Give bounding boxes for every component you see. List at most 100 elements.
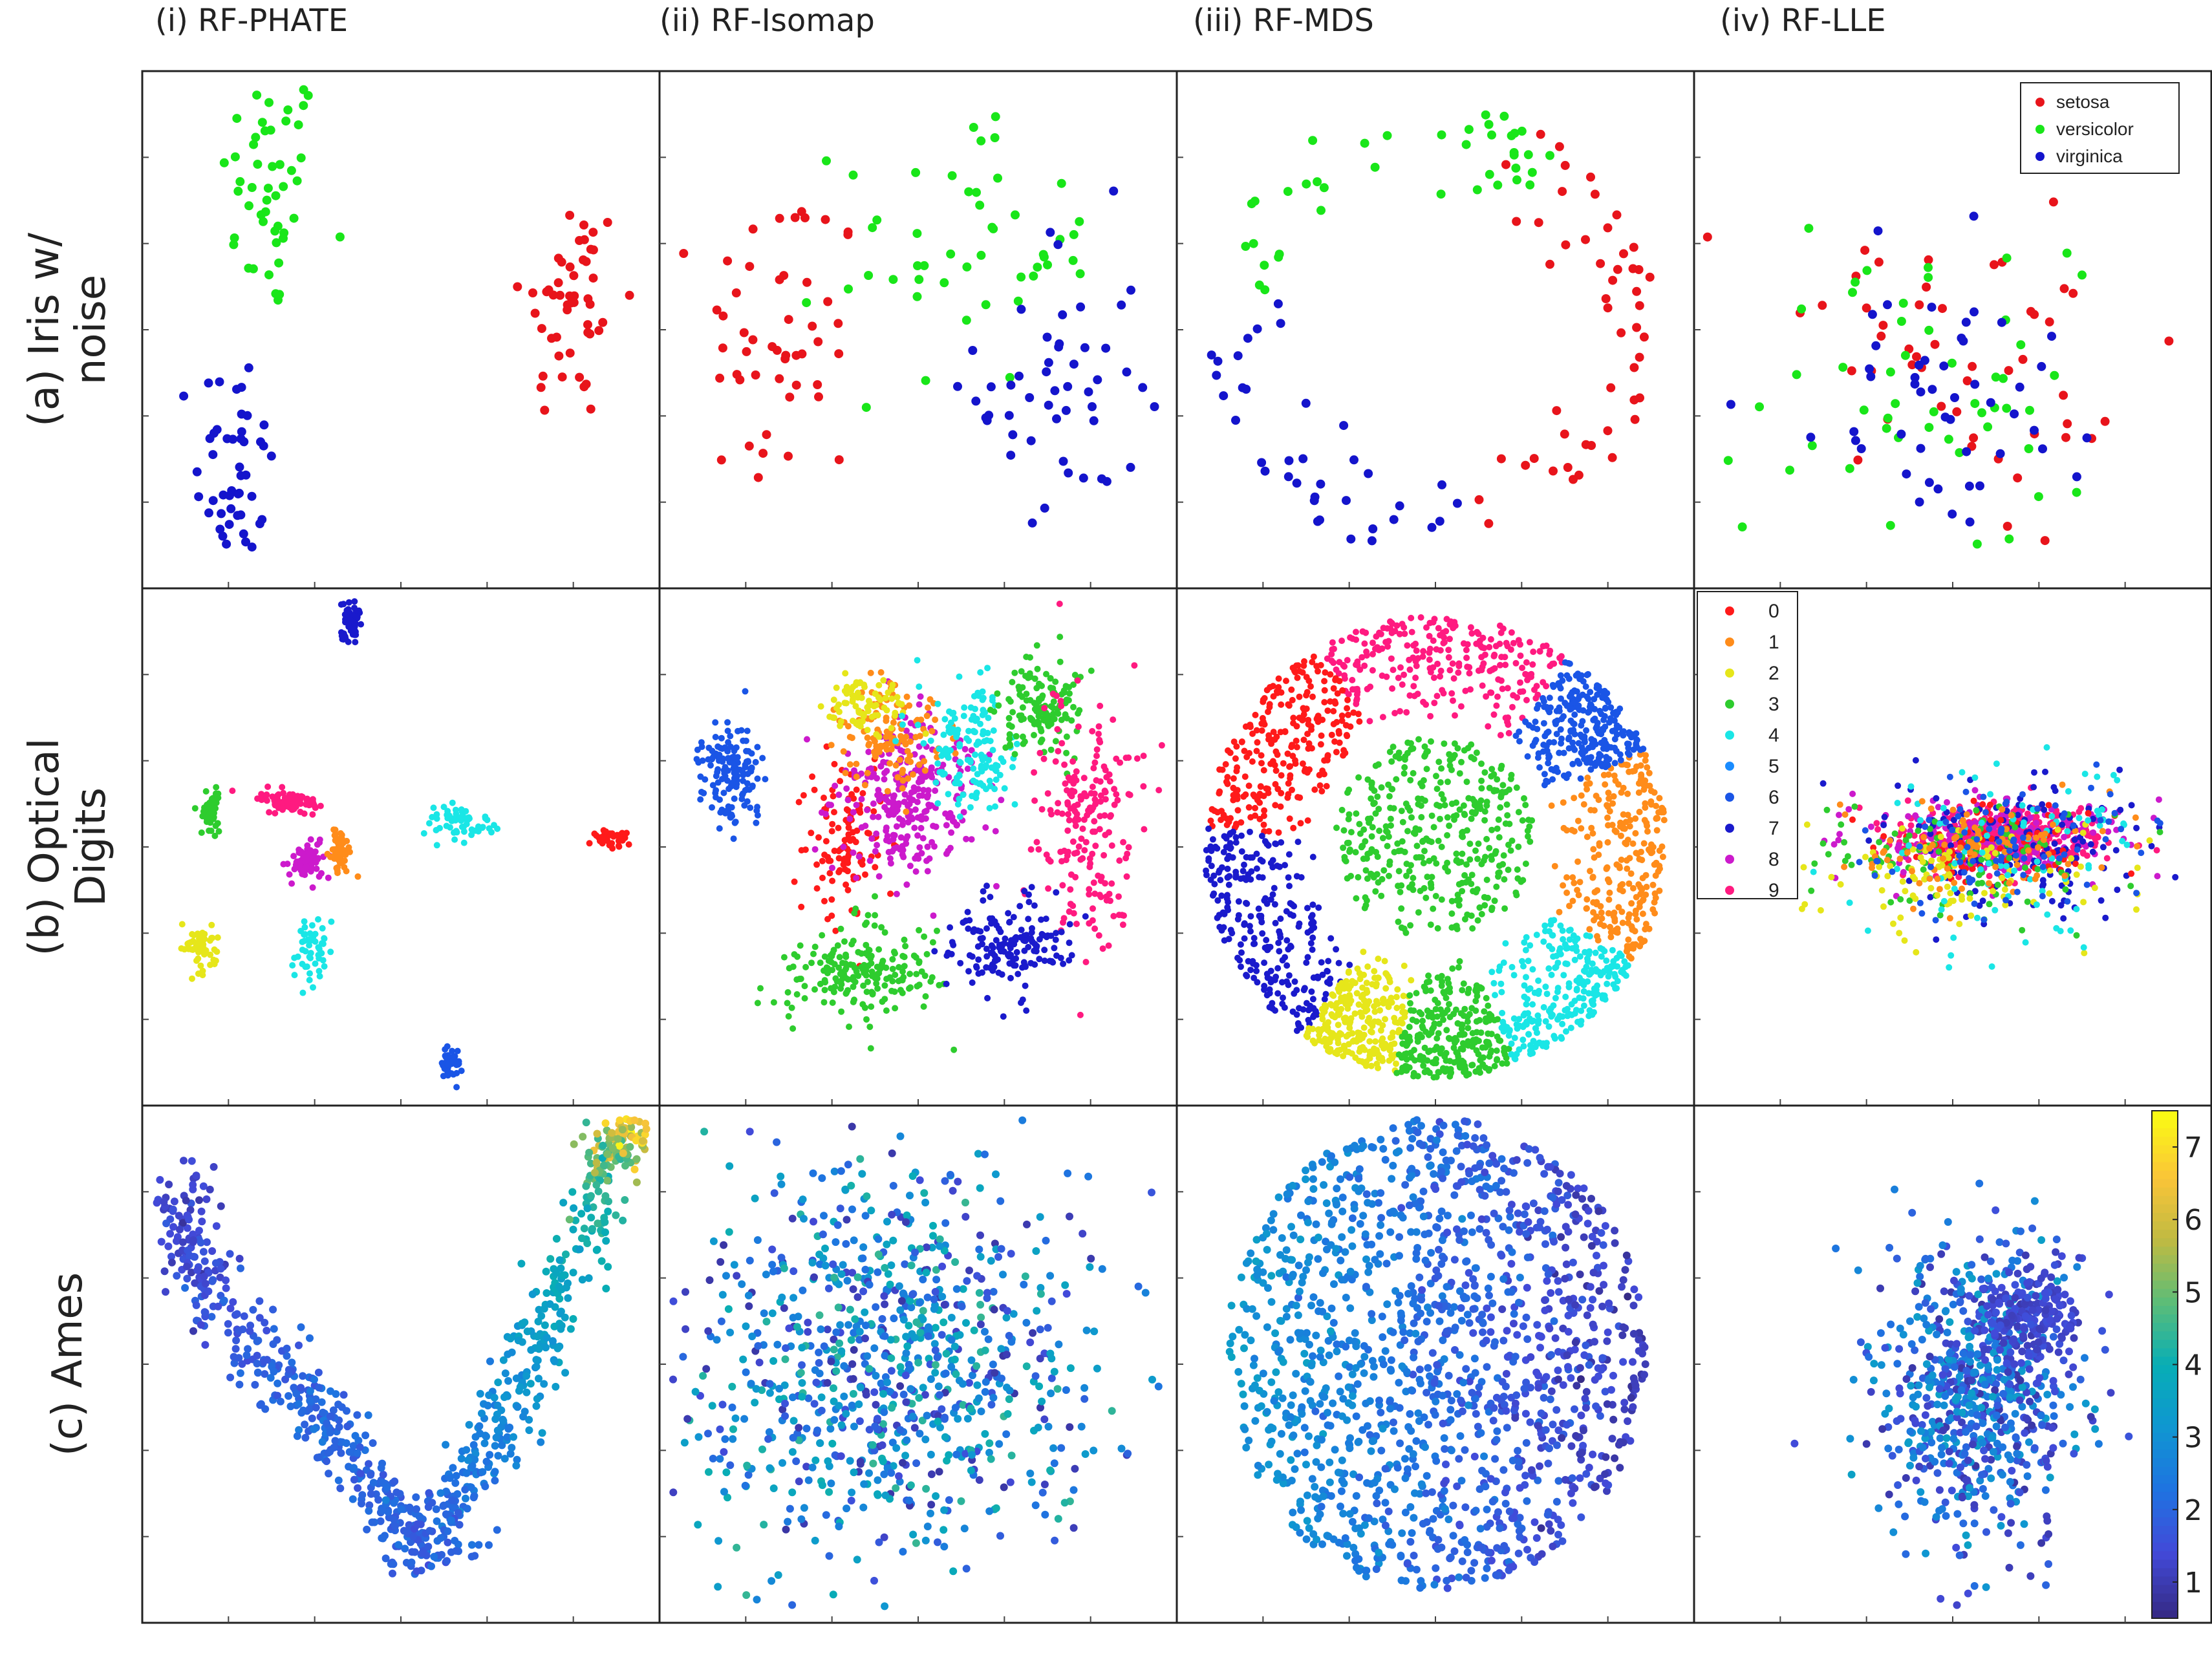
data-point xyxy=(1354,689,1361,696)
data-point xyxy=(1006,735,1013,742)
data-point xyxy=(1358,1013,1366,1020)
data-point xyxy=(851,767,857,774)
data-point xyxy=(813,861,821,868)
data-point xyxy=(1560,799,1567,806)
data-point xyxy=(903,693,910,700)
data-point xyxy=(1410,1007,1417,1014)
data-point xyxy=(835,964,843,971)
data-point xyxy=(853,786,860,793)
data-point xyxy=(1025,915,1032,923)
data-point xyxy=(1633,736,1640,744)
data-point xyxy=(1865,364,1874,374)
data-point xyxy=(1618,908,1626,915)
data-point xyxy=(995,702,1002,709)
data-point xyxy=(1564,945,1571,952)
data-point xyxy=(981,738,988,745)
data-point xyxy=(1460,980,1467,987)
data-point xyxy=(1480,660,1487,667)
data-point xyxy=(953,733,960,740)
data-point xyxy=(868,713,875,720)
data-point xyxy=(1594,887,1601,894)
data-point xyxy=(1287,943,1294,950)
data-point xyxy=(1366,1038,1373,1045)
data-point xyxy=(893,844,900,851)
data-point xyxy=(1493,702,1500,709)
data-point xyxy=(1607,453,1617,462)
data-point xyxy=(1411,1047,1417,1054)
data-point xyxy=(1241,773,1249,780)
data-point xyxy=(1000,758,1007,765)
data-point xyxy=(1629,884,1637,892)
data-point xyxy=(2059,391,2068,400)
data-point xyxy=(1050,386,1060,396)
data-point xyxy=(1211,881,1218,888)
data-point xyxy=(1991,372,2001,382)
data-point xyxy=(1308,726,1315,733)
data-point xyxy=(1321,1001,1328,1009)
data-point xyxy=(1477,984,1484,991)
data-point xyxy=(1257,857,1264,863)
data-point xyxy=(966,917,973,924)
data-point xyxy=(718,343,727,353)
data-point xyxy=(1125,844,1132,851)
data-point xyxy=(319,940,327,947)
data-point xyxy=(841,938,848,945)
data-point xyxy=(864,734,871,742)
data-point xyxy=(195,955,202,962)
data-point xyxy=(1437,667,1444,674)
data-point xyxy=(1465,1025,1472,1032)
data-point xyxy=(1091,890,1099,897)
data-point xyxy=(938,753,945,759)
data-point xyxy=(852,905,859,912)
data-point xyxy=(814,392,823,401)
data-point xyxy=(844,859,852,866)
data-point xyxy=(222,539,231,549)
data-point xyxy=(1489,666,1496,673)
data-point xyxy=(513,282,522,292)
data-point xyxy=(797,349,807,359)
data-point xyxy=(1057,178,1066,188)
data-point xyxy=(985,756,993,764)
data-point xyxy=(1924,255,1933,264)
data-point xyxy=(786,965,793,972)
data-point xyxy=(1005,910,1012,917)
data-point xyxy=(1396,630,1403,637)
data-point xyxy=(1058,740,1066,747)
data-point xyxy=(1505,1032,1512,1039)
data-point xyxy=(207,819,214,826)
data-point xyxy=(1047,675,1054,682)
data-point xyxy=(1527,1051,1534,1058)
data-point xyxy=(599,840,606,847)
data-point xyxy=(980,707,987,714)
data-point xyxy=(718,311,728,321)
data-point xyxy=(1446,1001,1452,1008)
data-point xyxy=(308,922,316,929)
data-point xyxy=(866,830,872,837)
data-point xyxy=(1549,946,1556,952)
data-point xyxy=(212,425,222,434)
data-point xyxy=(1279,1000,1286,1007)
data-point xyxy=(237,409,246,419)
data-point xyxy=(1140,753,1147,760)
data-point xyxy=(259,217,268,226)
data-point xyxy=(1406,1064,1413,1071)
data-point xyxy=(1501,1048,1508,1055)
data-point xyxy=(868,952,875,959)
data-point xyxy=(890,831,897,839)
data-point xyxy=(913,970,920,978)
data-point xyxy=(831,809,837,816)
data-point xyxy=(1563,961,1571,967)
data-point xyxy=(1322,669,1329,676)
data-point xyxy=(1512,217,1521,226)
data-point xyxy=(942,810,949,817)
data-point xyxy=(865,947,872,953)
data-point xyxy=(868,972,875,979)
data-point xyxy=(1009,764,1016,771)
data-point xyxy=(1517,126,1527,136)
data-point xyxy=(976,250,986,260)
data-point xyxy=(1254,739,1261,746)
data-point xyxy=(1577,775,1584,782)
data-point xyxy=(929,939,936,946)
data-point xyxy=(1367,683,1374,690)
data-point xyxy=(1376,629,1383,636)
